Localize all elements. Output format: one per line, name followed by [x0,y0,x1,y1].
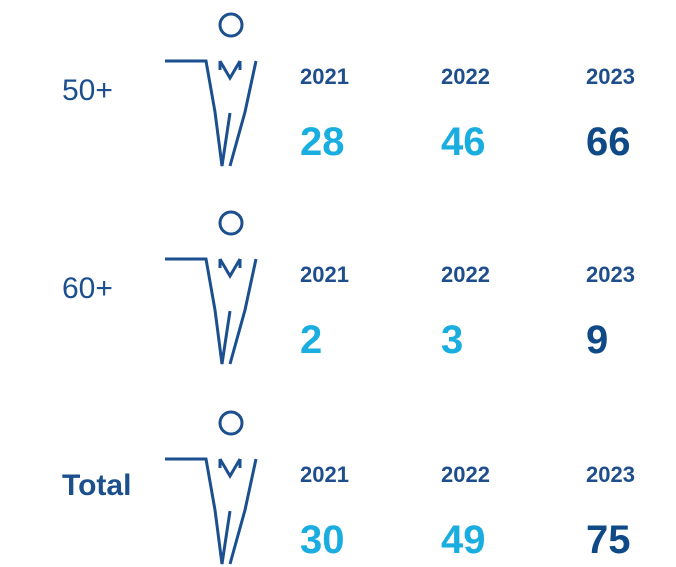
value: 3 [441,318,463,362]
year: 2022 [441,462,490,487]
row: 50+ 2021 2022 2023 28 46 66 [62,12,635,167]
row-label: 50+ [62,74,113,107]
value: 46 [441,120,486,164]
year: 2023 [586,64,635,89]
value: 9 [586,318,608,362]
figure-body [165,257,258,365]
figure-head [218,410,244,436]
year: 2023 [586,262,635,287]
value: 30 [300,518,345,562]
year: 2021 [300,262,349,287]
row: 60+ 2021 2022 2023 2 3 9 [62,210,635,365]
year: 2022 [441,262,490,287]
row-label: Total [62,469,131,502]
value: 2 [300,318,322,362]
year: 2021 [300,462,349,487]
figure-head [218,12,244,38]
value: 49 [441,518,486,562]
figure-body [165,59,258,167]
year: 2021 [300,64,349,89]
figure-body [165,457,258,565]
row: Total 2021 2022 2023 30 49 75 [62,410,635,565]
value: 75 [586,518,631,562]
figure-head [218,210,244,236]
year: 2022 [441,64,490,89]
value: 28 [300,120,345,164]
value: 66 [586,120,631,164]
row-label: 60+ [62,272,113,305]
year: 2023 [586,462,635,487]
